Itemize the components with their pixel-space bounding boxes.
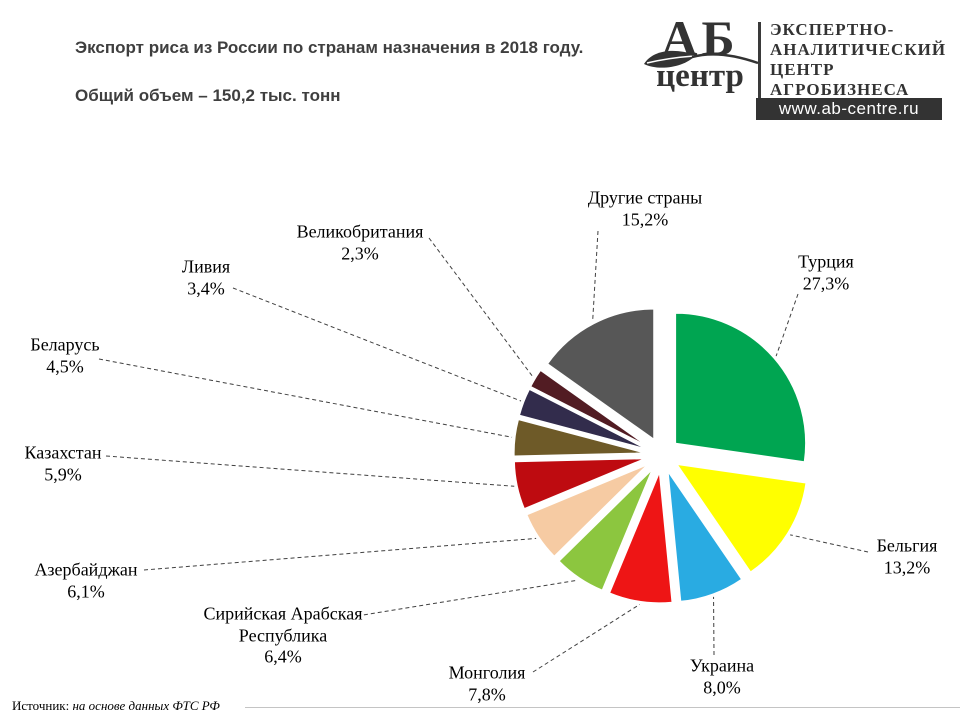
leader-line — [105, 455, 515, 487]
chart-subtitle: Общий объем – 150,2 тыс. тонн — [75, 86, 341, 105]
logo-org-line: ЭКСПЕРТНО- — [770, 20, 895, 39]
pie-slice-2 — [676, 463, 807, 573]
logo-org-name: ЭКСПЕРТНО- АНАЛИТИЧЕСКИЙ ЦЕНТР АГРОБИЗНЕ… — [770, 20, 947, 100]
logo-website: www.ab-centre.ru — [756, 98, 942, 120]
leader-line — [143, 537, 537, 571]
pie-slice-7 — [513, 458, 645, 510]
source-note: Источник: на основе данных ФТС РФ — [12, 698, 220, 714]
leader-line — [532, 603, 641, 673]
logo-org-line: АГРОБИЗНЕСА — [770, 80, 910, 99]
leader-line — [592, 230, 599, 321]
bottom-rule — [245, 707, 960, 708]
leader-line — [98, 358, 513, 438]
logo-org-line: АНАЛИТИЧЕСКИЙ — [770, 40, 947, 59]
pie-slice-4 — [608, 472, 673, 604]
leader-line — [232, 287, 522, 402]
source-text: на основе данных ФТС РФ — [72, 698, 220, 713]
pie-slice-10 — [530, 369, 647, 447]
leader-line — [356, 579, 578, 617]
leaf-icon — [644, 50, 759, 68]
ab-centre-logo: АБ центр ЭКСПЕРТНО- АНАЛИТИЧЕСКИЙ ЦЕНТР … — [644, 13, 947, 124]
logo-org-line: ЦЕНТР — [770, 60, 835, 79]
pie-slice-6 — [526, 464, 648, 557]
pie-slice-5 — [558, 469, 653, 591]
pie-slice-1 — [675, 312, 807, 463]
chart-title: Экспорт риса из России по странам назнач… — [75, 38, 584, 57]
leader-line — [428, 237, 534, 378]
pie-slice-11 — [546, 308, 655, 440]
source-label: Источник: — [12, 698, 70, 713]
pie-slice-9 — [518, 388, 646, 450]
leader-line — [790, 534, 869, 553]
pie-slice-8 — [513, 418, 645, 457]
logo-monogram: АБ центр — [644, 13, 759, 93]
leader-line — [775, 293, 799, 357]
pie-slice-3 — [667, 471, 743, 602]
logo-divider — [758, 22, 761, 102]
